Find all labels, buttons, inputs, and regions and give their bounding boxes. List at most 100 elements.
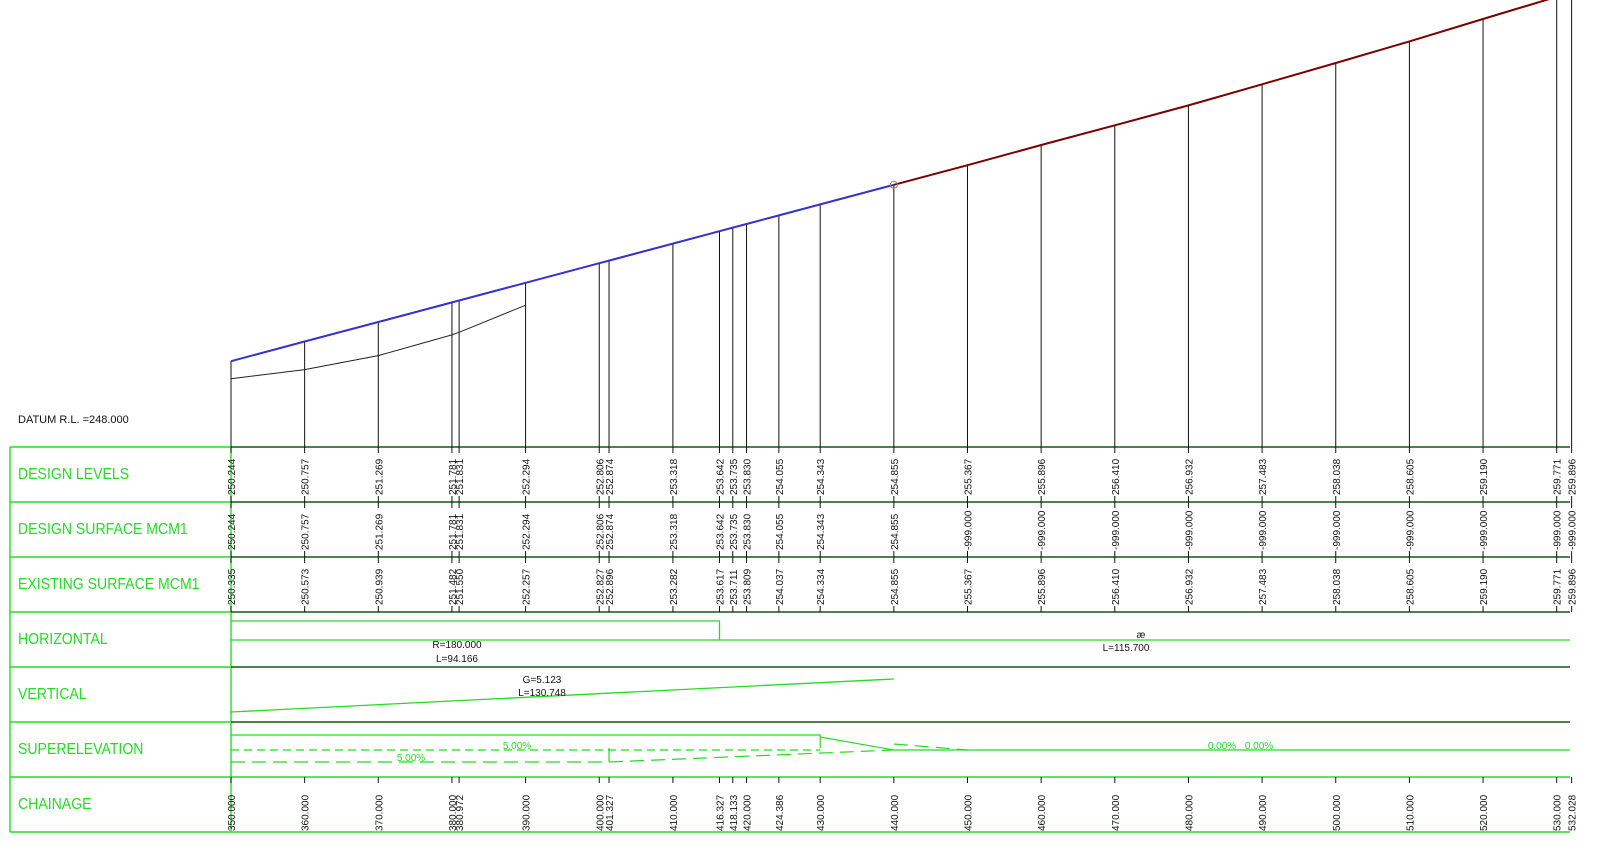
existing-surface-value: 259.896 [1568,568,1579,605]
design-surface-value: 252.294 [522,513,533,550]
design-surface-value: 251.831 [455,513,466,550]
design-surface-value: -999.000 [1037,510,1048,550]
existing-surface-value: 258.605 [1405,568,1416,605]
superelevation-runout-line [820,736,894,751]
design-level-value: 254.343 [816,458,827,495]
design-level-value: 257.483 [1258,458,1269,495]
existing-surface-value: 254.334 [816,568,827,605]
chainage-value: 390.000 [522,794,533,831]
design-level-value: 256.932 [1184,458,1195,495]
existing-surface-value: 254.037 [775,568,786,605]
design-level-value: 255.896 [1037,458,1048,495]
design-surface-value: 254.343 [816,513,827,550]
horizontal-alignment-line [231,620,1570,641]
design-level-value: 251.269 [374,458,385,495]
chainage-value: 510.000 [1405,794,1416,831]
existing-surface-value: 253.809 [743,568,754,605]
chainage-value: 424.386 [775,794,786,831]
design-level-value: 250.244 [227,458,238,495]
future-grade-line [893,0,1550,186]
superelevation-transition [893,743,968,751]
chainage-value: 416.327 [715,794,726,831]
chainage-value: 500.000 [1332,794,1343,831]
design-surface-value: -999.000 [1553,510,1564,550]
design-surface-value: -999.000 [1568,510,1579,550]
design-surface-value: -999.000 [964,510,975,550]
design-surface-value: -999.000 [1479,510,1490,550]
design-surface-value: -999.000 [1332,510,1343,550]
row-title-design-levels: DESIGN LEVELS [18,466,130,483]
superelevation-label: 5.00% [503,741,531,752]
design-level-value: 254.855 [890,458,901,495]
design-level-value: 251.831 [455,458,466,495]
design-level-value: 253.830 [743,458,754,495]
design-surface-value: 252.874 [605,513,616,550]
chainage-value: 470.000 [1111,794,1122,831]
chainage-value: 350.000 [227,794,238,831]
design-level-value: 253.735 [729,458,740,495]
design-level-value: 253.642 [715,458,726,495]
chainage-value: 520.000 [1479,794,1490,831]
design-level-value: 253.318 [669,458,680,495]
design-level-value: 259.771 [1553,458,1564,495]
design-level-value: 258.605 [1405,458,1416,495]
existing-surface-line [230,304,526,380]
design-surface-value: 250.757 [301,513,312,550]
design-level-value: 252.294 [522,458,533,495]
chainage-value: 532.028 [1568,794,1579,831]
horizontal-curve-radius: R=180.000 [432,640,482,651]
existing-surface-value: 250.335 [227,568,238,605]
existing-surface-value: 250.939 [374,568,385,605]
chainage-value: 490.000 [1258,794,1269,831]
existing-surface-value: 251.550 [455,568,466,605]
design-surface-value: -999.000 [1111,510,1122,550]
chainage-value: 401.327 [605,794,616,831]
existing-surface-value: 259.771 [1553,568,1564,605]
existing-surface-value: 257.483 [1258,568,1269,605]
existing-surface-value: 250.573 [301,568,312,605]
design-surface-value: 250.244 [227,513,238,550]
row-title-existing-surface: EXISTING SURFACE MCM1 [18,576,200,593]
design-level-value: 259.190 [1479,458,1490,495]
design-level-value: 250.757 [301,458,312,495]
existing-surface-value: 252.257 [522,568,533,605]
superelevation-label: 5.00% [397,753,425,764]
design-surface-value: 252.806 [595,513,606,550]
chainage-value: 450.000 [964,794,975,831]
row-title-vertical: VERTICAL [18,686,87,703]
chainage-value: 380.000 [448,794,459,831]
chainage-value: 420.000 [743,794,754,831]
row-title-chainage: CHAINAGE [18,796,92,813]
chainage-value: 530.000 [1553,794,1564,831]
design-surface-value: -999.000 [1184,510,1195,550]
row-title-horizontal: HORIZONTAL [18,631,108,648]
existing-surface-value: 255.896 [1037,568,1048,605]
chainage-value: 430.000 [816,794,827,831]
design-surface-value: 253.318 [669,513,680,550]
horizontal-straight-symbol: æ [1137,630,1146,641]
chainage-value: 370.000 [374,794,385,831]
design-level-value: 251.781 [448,458,459,495]
design-surface-value: 253.642 [715,513,726,550]
existing-surface-value: 256.932 [1184,568,1195,605]
datum-label: DATUM R.L. =248.000 [18,414,129,426]
existing-surface-value: 256.410 [1111,568,1122,605]
existing-surface-value: 252.896 [605,568,616,605]
design-level-value: 252.806 [595,458,606,495]
row-title-superelevation: SUPERELEVATION [18,741,144,758]
existing-surface-value: 253.617 [715,568,726,605]
chainage-value: 460.000 [1037,794,1048,831]
chainage-value: 440.000 [890,794,901,831]
vertical-grade-label: G=5.123 [523,675,562,686]
design-surface-value: 253.735 [729,513,740,550]
existing-surface-value: 253.711 [729,569,740,605]
chainage-value: 360.000 [301,794,312,831]
design-surface-value: 251.269 [374,513,385,550]
design-surface-value: 251.781 [448,513,459,550]
existing-surface-value: 258.038 [1332,568,1343,605]
superelevation-top-line [231,734,821,748]
design-level-value: 254.055 [775,458,786,495]
design-level-value: 259.896 [1568,458,1579,495]
